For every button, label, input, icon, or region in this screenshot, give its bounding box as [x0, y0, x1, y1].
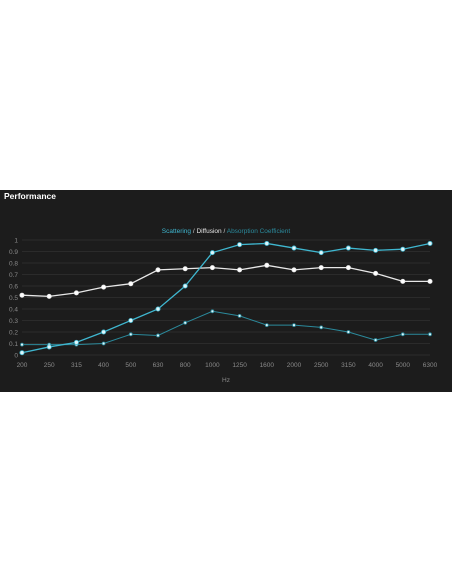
- data-point-absorption-coefficient: [156, 333, 160, 338]
- x-tick-label: 630: [153, 362, 164, 369]
- data-point-absorption-coefficient: [237, 314, 242, 318]
- x-tick-label: 315: [71, 362, 82, 369]
- y-tick-label: 0.6: [9, 283, 18, 290]
- y-tick-label: 0.5: [9, 295, 18, 302]
- legend-separator: /: [223, 228, 226, 235]
- y-tick-label: 1: [14, 237, 18, 244]
- x-tick-label: 400: [98, 362, 109, 369]
- data-point-absorption-coefficient: [101, 341, 106, 346]
- y-tick-label: 0.7: [9, 272, 18, 279]
- data-point-scattering: [427, 240, 433, 246]
- data-point-diffusion: [182, 266, 188, 272]
- data-point-absorption-coefficient: [319, 325, 324, 330]
- data-point-scattering: [373, 247, 379, 253]
- data-point-absorption-coefficient: [373, 338, 378, 342]
- data-point-scattering: [318, 250, 324, 256]
- series-line-diffusion: [21, 264, 430, 298]
- x-tick-label: 2000: [287, 362, 302, 369]
- chart-legend: Scattering / Diffusion / Absorption Coef…: [0, 228, 452, 235]
- data-point-scattering: [19, 350, 25, 356]
- legend-scattering[interactable]: Scattering: [161, 228, 192, 235]
- x-tick-label: 3150: [341, 362, 356, 369]
- x-tick-label: 250: [44, 362, 55, 369]
- data-point-diffusion: [427, 278, 433, 284]
- data-point-scattering: [345, 245, 351, 251]
- x-tick-label: 4000: [368, 362, 383, 369]
- data-point-absorption-coefficient: [128, 332, 133, 337]
- x-tick-label: 5000: [396, 362, 411, 369]
- x-tick-label: 1600: [260, 362, 275, 369]
- data-point-absorption-coefficient: [400, 332, 405, 337]
- data-point-absorption-coefficient: [210, 309, 215, 314]
- legend-diffusion[interactable]: Diffusion: [196, 228, 222, 235]
- data-point-absorption-coefficient: [292, 323, 296, 328]
- x-tick-label: 1250: [232, 362, 247, 369]
- series-line-absorption-coefficient: [22, 310, 430, 346]
- y-tick-label: 0.2: [9, 329, 18, 336]
- data-point-diffusion: [400, 278, 406, 284]
- y-tick-label: 0.4: [9, 306, 18, 313]
- data-point-absorption-coefficient: [428, 332, 432, 337]
- x-axis-label: Hz: [222, 377, 230, 384]
- data-point-diffusion: [46, 293, 52, 299]
- data-point-diffusion: [264, 262, 270, 268]
- data-point-diffusion: [291, 267, 297, 273]
- performance-chart: 0 0.1 0.2 0.3 0.4 0.5 0.6 0.7 0.8 0.9 1 200 250 315 40…: [9, 237, 438, 384]
- x-tick-label: 800: [180, 362, 191, 369]
- data-point-diffusion: [345, 265, 351, 271]
- data-point-scattering: [400, 246, 406, 252]
- x-tick-label: 500: [125, 362, 136, 369]
- data-point-scattering: [155, 306, 161, 312]
- panel-title: Performance: [4, 191, 56, 201]
- data-point-scattering: [128, 317, 134, 323]
- data-point-diffusion: [19, 292, 25, 298]
- data-point-scattering: [101, 329, 107, 335]
- y-tick-label: 0.9: [9, 249, 18, 256]
- legend-absorption[interactable]: Absorption Coefficient: [226, 228, 291, 235]
- data-point-scattering: [237, 242, 243, 248]
- data-point-diffusion: [73, 290, 79, 296]
- data-point-diffusion: [128, 281, 134, 287]
- data-point-scattering: [73, 339, 79, 345]
- data-point-scattering: [182, 283, 188, 289]
- data-point-diffusion: [237, 267, 243, 273]
- y-tick-label: 0.8: [9, 260, 18, 267]
- data-point-scattering: [291, 245, 297, 251]
- data-point-diffusion: [209, 265, 215, 271]
- data-point-scattering: [46, 344, 52, 350]
- data-point-absorption-coefficient: [264, 323, 269, 328]
- x-tick-label: 6300: [423, 362, 438, 369]
- x-tick-label: 200: [17, 362, 28, 369]
- data-point-absorption-coefficient: [346, 330, 351, 334]
- x-tick-label: 2500: [314, 362, 329, 369]
- series-line-scattering: [21, 242, 431, 354]
- legend-separator: /: [192, 228, 195, 235]
- y-tick-label: 0.3: [9, 318, 18, 325]
- data-point-absorption-coefficient: [20, 342, 24, 347]
- y-tick-label: 0.1: [9, 341, 18, 348]
- data-point-scattering: [209, 250, 215, 256]
- data-point-diffusion: [155, 267, 161, 273]
- data-point-scattering: [264, 240, 270, 246]
- data-point-diffusion: [101, 284, 107, 290]
- x-tick-label: 1000: [205, 362, 220, 369]
- data-point-diffusion: [318, 265, 324, 271]
- data-point-absorption-coefficient: [183, 320, 188, 325]
- data-point-diffusion: [373, 270, 379, 276]
- y-tick-label: 0: [14, 352, 18, 359]
